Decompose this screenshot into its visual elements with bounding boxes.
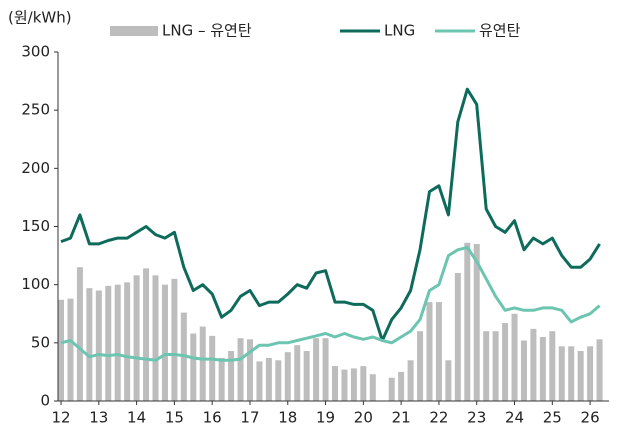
bar xyxy=(388,377,395,401)
bar xyxy=(95,290,102,401)
bar xyxy=(426,302,433,401)
bar xyxy=(237,338,244,401)
bar xyxy=(133,275,140,401)
bar xyxy=(152,275,159,401)
bar xyxy=(322,338,329,401)
bar xyxy=(171,278,178,401)
bar xyxy=(511,313,518,401)
bar xyxy=(568,346,575,401)
legend-label: 유연탄 xyxy=(479,22,521,40)
legend-label: LNG xyxy=(384,22,415,40)
bar xyxy=(265,357,272,401)
bar xyxy=(587,346,594,401)
bar xyxy=(294,345,301,401)
x-tick-label: 18 xyxy=(278,409,297,427)
bar xyxy=(454,273,461,401)
x-tick-label: 26 xyxy=(581,409,600,427)
x-tick-label: 15 xyxy=(165,409,184,427)
bar xyxy=(190,333,197,401)
bar xyxy=(303,350,310,401)
bar xyxy=(284,352,291,401)
bar xyxy=(558,346,565,401)
bar xyxy=(369,374,376,401)
x-tick-label: 13 xyxy=(89,409,108,427)
bar xyxy=(539,337,546,401)
legend-label: LNG – 유연탄 xyxy=(162,22,252,40)
bar xyxy=(417,331,424,401)
bar xyxy=(398,371,405,401)
bar xyxy=(76,267,83,401)
bar xyxy=(313,338,320,401)
x-tick-label: 25 xyxy=(543,409,562,427)
y-axis-label: (원/kWh) xyxy=(8,9,72,27)
bar xyxy=(114,284,121,401)
bar xyxy=(350,368,357,401)
legend-swatch xyxy=(110,26,158,36)
bar xyxy=(520,340,527,401)
y-tick-label: 300 xyxy=(21,43,50,61)
bar xyxy=(341,369,348,401)
x-tick-label: 17 xyxy=(240,409,259,427)
bar xyxy=(502,323,509,401)
x-tick-label: 19 xyxy=(316,409,335,427)
bar xyxy=(492,331,499,401)
bar xyxy=(143,268,150,401)
bar xyxy=(256,361,263,401)
x-tick-label: 20 xyxy=(354,409,373,427)
bar xyxy=(473,243,480,401)
line xyxy=(60,87,601,342)
x-tick-label: 24 xyxy=(505,409,524,427)
bar xyxy=(530,328,537,401)
y-tick-label: 200 xyxy=(21,159,50,177)
bar xyxy=(199,326,206,401)
y-tick-label: 50 xyxy=(31,333,50,351)
bar xyxy=(332,366,339,401)
x-tick-label: 12 xyxy=(51,409,70,427)
y-tick-label: 100 xyxy=(21,275,50,293)
x-tick-label: 16 xyxy=(203,409,222,427)
bar xyxy=(596,339,603,401)
x-tick-label: 22 xyxy=(429,409,448,427)
bar xyxy=(228,350,235,401)
y-tick-label: 250 xyxy=(21,101,50,119)
x-tick-label: 14 xyxy=(127,409,146,427)
x-tick-label: 23 xyxy=(467,409,486,427)
bar xyxy=(483,331,490,401)
bar xyxy=(58,299,65,401)
line xyxy=(60,245,601,362)
bar xyxy=(218,357,225,401)
bar xyxy=(86,288,93,401)
bar xyxy=(275,360,282,401)
bar xyxy=(445,360,452,401)
bar xyxy=(209,335,216,401)
bar xyxy=(407,360,414,401)
bar xyxy=(360,366,367,401)
x-tick-label: 21 xyxy=(392,409,411,427)
bar xyxy=(464,242,471,401)
y-tick-label: 0 xyxy=(40,392,50,410)
bar xyxy=(246,339,253,401)
bar xyxy=(105,285,112,401)
bar xyxy=(435,302,442,401)
bar xyxy=(549,331,556,401)
bar xyxy=(161,284,168,401)
bar xyxy=(67,298,74,401)
bar xyxy=(577,350,584,401)
bar xyxy=(124,282,131,401)
y-tick-label: 150 xyxy=(21,217,50,235)
